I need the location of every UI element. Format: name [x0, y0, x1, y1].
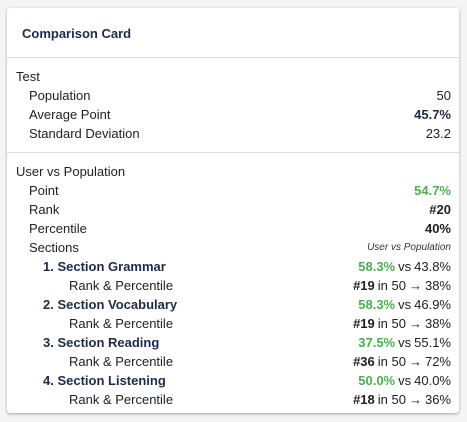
section-rank-row: Rank & Percentile #19 in 50 → 38%: [16, 314, 451, 333]
section-rank-row: Rank & Percentile #19 in 50 → 38%: [16, 276, 451, 295]
standard-deviation-label: Standard Deviation: [29, 126, 140, 141]
comparison-card: Comparison Card Test Population 50 Avera…: [7, 8, 459, 413]
section-user-score: 50.0%: [358, 373, 396, 388]
sections-label: Sections: [29, 240, 79, 255]
user-percentile-value: 40%: [424, 221, 451, 236]
section-user-score: 37.5%: [358, 335, 396, 350]
section-rank-label: Rank & Percentile: [69, 316, 174, 331]
section-vs: vs: [398, 373, 412, 388]
section-score: 37.5% vs 55.1%: [358, 335, 451, 350]
section-rank-value: #19 in 50 → 38%: [353, 278, 451, 293]
standard-deviation-value: 23.2: [425, 126, 451, 141]
arrow-right-icon: →: [408, 278, 422, 293]
arrow-right-icon: →: [408, 392, 422, 407]
section-pop-score: 55.1%: [414, 335, 451, 350]
section-name: 2. Section Vocabulary: [43, 297, 178, 312]
population-label: Population: [29, 88, 91, 103]
user-rank-row: Rank #20: [16, 200, 451, 219]
user-vs-population-heading: User vs Population: [16, 164, 126, 179]
section-rank-value: #36 in 50 → 72%: [353, 354, 451, 369]
section-row: 4. Section Listening 50.0% vs 40.0%: [16, 371, 451, 390]
section-rank-row: Rank & Percentile #18 in 50 → 36%: [16, 390, 451, 409]
section-score: 50.0% vs 40.0%: [358, 373, 451, 388]
section-rank-label: Rank & Percentile: [69, 278, 174, 293]
section-pop-score: 43.8%: [414, 259, 451, 274]
user-percentile-row: Percentile 40%: [16, 219, 451, 238]
section-rank-label: Rank & Percentile: [69, 354, 174, 369]
section-rank-label: Rank & Percentile: [69, 392, 174, 407]
section-rank: #36: [353, 354, 375, 369]
card-title: Comparison Card: [22, 26, 132, 41]
user-vs-population-section: User vs Population Point 54.7% Rank #20 …: [7, 152, 459, 409]
section-in-total: in 50: [377, 354, 406, 369]
average-point-row: Average Point 45.7%: [16, 105, 451, 124]
section-name: 3. Section Reading: [43, 335, 160, 350]
section-rank: #18: [353, 392, 375, 407]
average-point-label: Average Point: [29, 107, 111, 122]
user-rank-label: Rank: [29, 202, 60, 217]
section-row: 1. Section Grammar 58.3% vs 43.8%: [16, 257, 451, 276]
user-point-row: Point 54.7%: [16, 181, 451, 200]
section-percentile: 36%: [424, 392, 451, 407]
section-in-total: in 50: [377, 316, 406, 331]
user-rank-value: #20: [429, 202, 451, 217]
section-rank: #19: [353, 278, 375, 293]
test-section: Test Population 50 Average Point 45.7% S…: [7, 58, 459, 143]
section-row: 3. Section Reading 37.5% vs 55.1%: [16, 333, 451, 352]
section-row: 2. Section Vocabulary 58.3% vs 46.9%: [16, 295, 451, 314]
sections-row: Sections User vs Population: [16, 238, 451, 257]
section-percentile: 72%: [424, 354, 451, 369]
section-in-total: in 50: [377, 278, 406, 293]
section-rank: #19: [353, 316, 375, 331]
section-vs: vs: [398, 297, 412, 312]
section-vs: vs: [398, 335, 412, 350]
section-pop-score: 46.9%: [414, 297, 451, 312]
population-value: 50: [436, 88, 451, 103]
test-heading: Test: [16, 69, 40, 84]
section-name: 4. Section Listening: [43, 373, 166, 388]
standard-deviation-row: Standard Deviation 23.2: [16, 124, 451, 143]
card-header: Comparison Card: [7, 8, 459, 58]
user-point-value: 54.7%: [414, 183, 451, 198]
user-percentile-label: Percentile: [29, 221, 87, 236]
section-vs: vs: [398, 259, 412, 274]
average-point-value: 45.7%: [414, 107, 451, 122]
section-name: 1. Section Grammar: [43, 259, 166, 274]
section-user-score: 58.3%: [358, 297, 396, 312]
arrow-right-icon: →: [408, 354, 422, 369]
arrow-right-icon: →: [408, 316, 422, 331]
section-rank-row: Rank & Percentile #36 in 50 → 72%: [16, 352, 451, 371]
population-row: Population 50: [16, 86, 451, 105]
section-score: 58.3% vs 43.8%: [358, 259, 451, 274]
section-in-total: in 50: [377, 392, 406, 407]
user-point-label: Point: [29, 183, 59, 198]
section-rank-value: #18 in 50 → 36%: [353, 392, 451, 407]
sections-hint: User vs Population: [367, 242, 451, 253]
section-percentile: 38%: [424, 316, 451, 331]
section-user-score: 58.3%: [358, 259, 396, 274]
section-rank-value: #19 in 50 → 38%: [353, 316, 451, 331]
section-percentile: 38%: [424, 278, 451, 293]
section-pop-score: 40.0%: [414, 373, 451, 388]
section-score: 58.3% vs 46.9%: [358, 297, 451, 312]
